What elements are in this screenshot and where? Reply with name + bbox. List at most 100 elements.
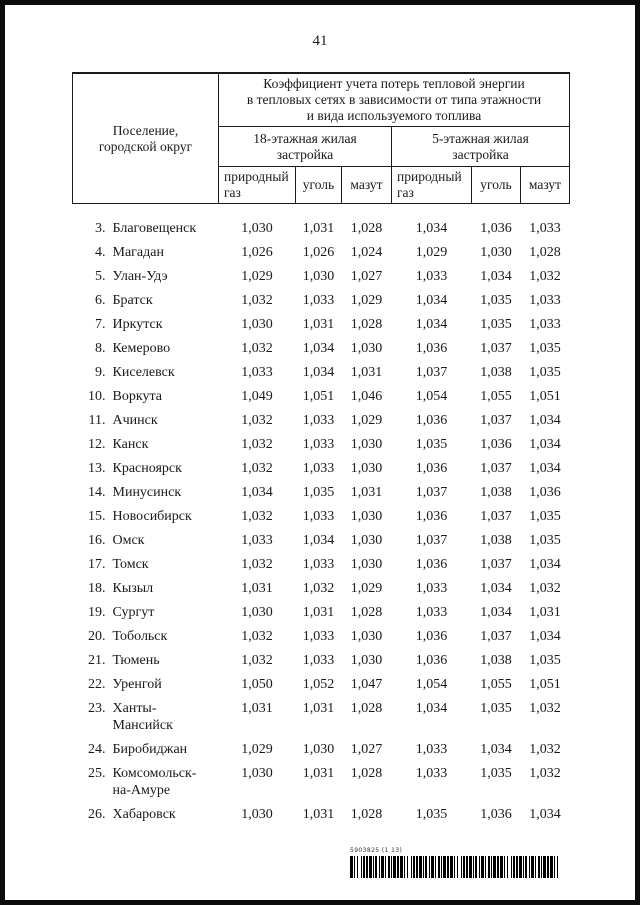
barcode-block: 5903825 (1 13) bbox=[350, 847, 562, 878]
coefficient-value: 1,031 bbox=[302, 766, 335, 781]
coefficient-value: 1,033 bbox=[302, 437, 335, 452]
coefficient-value: 1,027 bbox=[350, 269, 383, 284]
coefficient-value: 1,036 bbox=[415, 629, 448, 644]
coefficient-value: 1,034 bbox=[241, 485, 273, 500]
coefficient-value: 1,034 bbox=[529, 461, 561, 476]
row-number: 11. bbox=[88, 413, 106, 428]
table-row: 25. Комсомольск- на-Амуре 1,030 1,031 1,028 1… bbox=[73, 762, 570, 803]
coefficient-value: 1,037 bbox=[415, 485, 448, 500]
coefficient-value: 1,032 bbox=[241, 509, 273, 524]
coefficient-value: 1,032 bbox=[241, 437, 273, 452]
coefficient-value: 1,034 bbox=[415, 221, 448, 236]
coefficient-value: 1,032 bbox=[529, 701, 561, 716]
row-number: 24. bbox=[88, 742, 106, 757]
table-row: 6. Братск 1,032 1,033 1,029 1,034 1,035 1,033 bbox=[73, 289, 570, 313]
coefficient-value: 1,038 bbox=[480, 485, 512, 500]
coefficient-value: 1,035 bbox=[529, 341, 561, 356]
row-number: 25. bbox=[88, 766, 106, 781]
coefficient-value: 1,032 bbox=[241, 629, 273, 644]
coefficient-value: 1,033 bbox=[415, 269, 448, 284]
table-row: 26. Хабаровск 1,030 1,031 1,028 1,035 1,036 1,0… bbox=[73, 803, 570, 827]
settlement-cell: 6. Братск bbox=[73, 289, 219, 313]
settlement-cell: 15. Новосибирск bbox=[73, 505, 219, 529]
column-header-fuel-oil-5: мазут bbox=[520, 166, 570, 204]
barcode-label: 5903825 (1 13) bbox=[350, 847, 403, 854]
settlement-name: Красноярск bbox=[112, 461, 182, 476]
coefficient-value: 1,030 bbox=[302, 269, 335, 284]
coefficient-value: 1,030 bbox=[350, 341, 383, 356]
row-number: 10. bbox=[88, 389, 106, 404]
row-number: 3. bbox=[95, 221, 106, 236]
settlement-cell: 7. Иркутск bbox=[73, 313, 219, 337]
table-row: 8. Кемерово 1,032 1,034 1,030 1,036 1,037 1,035 bbox=[73, 337, 570, 361]
coefficient-value: 1,052 bbox=[302, 677, 335, 692]
coefficient-value: 1,032 bbox=[302, 581, 335, 596]
coefficient-value: 1,034 bbox=[302, 341, 335, 356]
coefficient-value: 1,030 bbox=[350, 461, 383, 476]
coefficient-value: 1,026 bbox=[302, 245, 335, 260]
row-number: 16. bbox=[88, 533, 106, 548]
row-number: 20. bbox=[88, 629, 106, 644]
coefficient-value: 1,028 bbox=[350, 766, 383, 781]
coefficient-value: 1,030 bbox=[350, 509, 383, 524]
coefficient-value: 1,031 bbox=[302, 317, 335, 332]
coefficient-value: 1,035 bbox=[480, 293, 512, 308]
row-number: 13. bbox=[88, 461, 106, 476]
settlement-cell: 22. Уренгой bbox=[73, 673, 219, 697]
coefficient-value: 1,034 bbox=[529, 557, 561, 572]
coefficient-value: 1,032 bbox=[241, 557, 273, 572]
coefficient-value: 1,051 bbox=[529, 677, 561, 692]
coefficient-value: 1,024 bbox=[350, 245, 383, 260]
row-number: 23. bbox=[88, 701, 106, 716]
settlement-cell: 21. Тюмень bbox=[73, 649, 219, 673]
coefficient-value: 1,028 bbox=[350, 221, 383, 236]
coefficient-value: 1,030 bbox=[241, 317, 273, 332]
row-number: 8. bbox=[95, 341, 106, 356]
settlement-cell: 25. Комсомольск- на-Амуре bbox=[73, 762, 219, 803]
settlement-name: Иркутск bbox=[112, 317, 163, 332]
row-number: 17. bbox=[88, 557, 106, 572]
coefficient-value: 1,037 bbox=[480, 509, 512, 524]
coefficient-value: 1,034 bbox=[529, 807, 561, 822]
settlement-cell: 10. Воркута bbox=[73, 385, 219, 409]
coefficient-main-header: Коэффициент учета потерь тепловой энерги… bbox=[218, 72, 570, 127]
coefficient-value: 1,037 bbox=[480, 557, 512, 572]
coefficient-value: 1,034 bbox=[415, 293, 448, 308]
row-number: 4. bbox=[95, 245, 106, 260]
settlement-cell: 4. Магадан bbox=[73, 241, 219, 265]
table-row: 22. Уренгой 1,050 1,052 1,047 1,054 1,055 1,051 bbox=[73, 673, 570, 697]
coefficient-value: 1,035 bbox=[302, 485, 335, 500]
coefficient-value: 1,036 bbox=[480, 807, 512, 822]
coefficient-value: 1,055 bbox=[480, 677, 512, 692]
coefficient-value: 1,028 bbox=[350, 317, 383, 332]
settlement-cell: 23. Ханты- Мансийск bbox=[73, 697, 219, 738]
coefficient-value: 1,032 bbox=[241, 341, 273, 356]
coefficient-value: 1,034 bbox=[480, 605, 512, 620]
column-header-natural-gas-5: природный газ bbox=[391, 166, 472, 204]
table-body: 3. Благовещенск 1,030 1,031 1,028 1,034 1,036 1… bbox=[73, 204, 570, 828]
settlement-name: Тюмень bbox=[112, 653, 160, 668]
settlement-cell: 12. Канск bbox=[73, 433, 219, 457]
coefficient-value: 1,038 bbox=[480, 653, 512, 668]
coefficient-value: 1,030 bbox=[350, 557, 383, 572]
coefficient-value: 1,033 bbox=[302, 653, 335, 668]
coefficient-value: 1,037 bbox=[415, 533, 448, 548]
coefficient-value: 1,030 bbox=[302, 742, 335, 757]
coefficient-value: 1,033 bbox=[302, 413, 335, 428]
coefficient-value: 1,046 bbox=[350, 389, 383, 404]
coefficient-value: 1,034 bbox=[480, 742, 512, 757]
settlement-cell: 8. Кемерово bbox=[73, 337, 219, 361]
settlement-cell: 13. Красноярск bbox=[73, 457, 219, 481]
coefficient-value: 1,033 bbox=[529, 317, 561, 332]
settlement-name: Комсомольск- на-Амуре bbox=[112, 766, 197, 798]
coefficient-value: 1,054 bbox=[415, 389, 448, 404]
coefficient-value: 1,051 bbox=[302, 389, 335, 404]
group-header-5-story: 5-этажная жилая застройка bbox=[391, 126, 570, 167]
coefficient-value: 1,035 bbox=[529, 365, 561, 380]
settlement-cell: 11. Ачинск bbox=[73, 409, 219, 433]
coefficient-value: 1,054 bbox=[415, 677, 448, 692]
coefficient-value: 1,030 bbox=[350, 437, 383, 452]
coefficient-value: 1,038 bbox=[480, 365, 512, 380]
table-row: 19. Сургут 1,030 1,031 1,028 1,033 1,034 1,031 bbox=[73, 601, 570, 625]
